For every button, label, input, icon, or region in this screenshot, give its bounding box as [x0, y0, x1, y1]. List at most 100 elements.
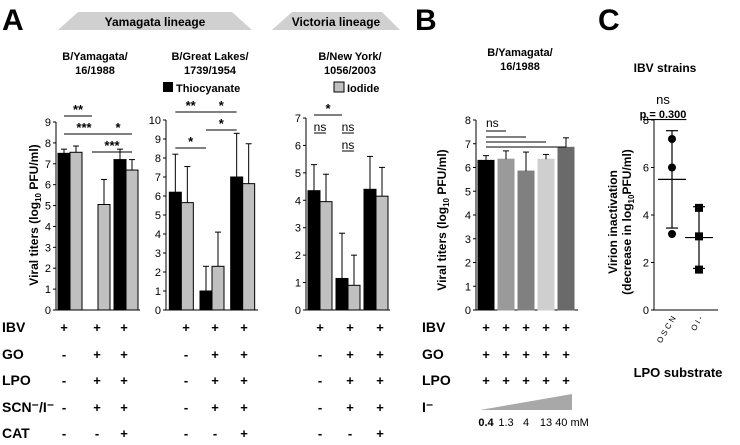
panel-b-y-tick-label: 2: [465, 258, 471, 270]
panel-b-condition-symbol: +: [482, 373, 490, 388]
great-lakes-y-tick-label: 0: [155, 305, 161, 317]
panel-a-row-label: GO: [2, 346, 24, 362]
panel-b-y-axis-label: Viral titers (log10 PFU/ml): [435, 149, 451, 290]
panel-a-condition-symbol: -: [62, 347, 66, 362]
panel-b-y-tick-label: 4: [465, 210, 471, 222]
great-lakes-y-tick-label: 10: [149, 115, 161, 127]
panel-b-row-label: I⁻: [422, 399, 433, 415]
strain-title-2-line1: B/Great Lakes/: [171, 51, 248, 63]
panel-a-condition-symbol: +: [60, 320, 68, 335]
panel-b-condition-symbol: +: [562, 347, 570, 362]
panel-a-condition-symbol: -: [348, 426, 352, 440]
yamagata-y-tick-label: 6: [45, 180, 51, 192]
panel-b-concentration-label: 40 mM: [555, 417, 589, 429]
panel-b-y-tick-label: 6: [465, 163, 471, 175]
panel-letter-a: A: [2, 4, 24, 37]
panel-a-condition-symbol: +: [120, 320, 128, 335]
yamagata-y-tick-label: 8: [45, 138, 51, 150]
panel-c-x-tick-label: O I -: [689, 314, 705, 332]
panel-b-ns-label: ns: [486, 116, 499, 130]
panel-c-p-value: p = 0.300: [640, 109, 687, 121]
new-york-bar-thiocyanate: [307, 190, 321, 311]
panel-b-condition-symbol: +: [482, 347, 490, 362]
panel-a-row-label: LPO: [2, 372, 31, 388]
panel-a-condition-symbol: -: [95, 426, 99, 440]
panel-a-row-label: SCN⁻/I⁻: [2, 399, 54, 415]
great-lakes-bar-iodide: [180, 202, 194, 311]
panel-b-title-line1: B/Yamagata/: [487, 47, 552, 59]
panel-c-x-axis-label: LPO substrate: [634, 365, 723, 380]
great-lakes-y-tick-label: 7: [155, 172, 161, 184]
panel-b-condition-symbol: +: [502, 347, 510, 362]
yamagata-y-tick-label: 9: [45, 117, 51, 129]
panel-b-condition-symbol: +: [562, 373, 570, 388]
yamagata-significance-label: ***: [76, 120, 92, 135]
panel-a-condition-symbol: -: [62, 400, 66, 415]
panel-c-y-axis-label-line2: (decrease in log10PFU/ml): [620, 149, 636, 295]
new-york-significance-label: ns: [342, 120, 355, 134]
panel-a-condition-symbol: +: [93, 373, 101, 388]
iodide-gradient-wedge: [480, 394, 572, 410]
panel-a-condition-symbol: +: [346, 400, 354, 415]
panel-b-condition-symbol: +: [522, 347, 530, 362]
victoria-lineage-banner: [272, 12, 400, 30]
panel-b-bar: [557, 146, 575, 311]
great-lakes-y-tick-label: 8: [155, 153, 161, 165]
panel-a-condition-symbol: +: [120, 347, 128, 362]
panel-a-condition-symbol: +: [376, 426, 384, 440]
new-york-significance-label: ns: [314, 120, 327, 134]
panel-a-condition-symbol: +: [120, 373, 128, 388]
panel-b-bar: [497, 158, 515, 311]
panel-a-condition-symbol: +: [211, 347, 219, 362]
yamagata-bar-thiocyanate: [113, 159, 127, 311]
new-york-bar-iodide: [347, 284, 361, 311]
legend-thiocyanate-swatch: [163, 82, 173, 92]
new-york-y-tick-label: 4: [295, 195, 301, 207]
yamagata-y-tick-label: 0: [45, 305, 51, 317]
new-york-bar-iodide: [375, 195, 389, 311]
great-lakes-bar-thiocyanate: [199, 290, 213, 311]
panel-b-y-tick-label: 8: [465, 115, 471, 127]
panel-b-condition-symbol: +: [542, 347, 550, 362]
new-york-bar-thiocyanate: [363, 188, 377, 311]
yamagata-significance-label: *: [115, 120, 121, 135]
panel-a-condition-symbol: -: [62, 426, 66, 440]
strain-title-3-line1: B/New York/: [318, 51, 381, 63]
great-lakes-bar-thiocyanate: [230, 176, 244, 311]
panel-a-condition-symbol: +: [182, 320, 190, 335]
panel-c-y-tick-label: 4: [643, 210, 649, 222]
panel-b-row-label: LPO: [422, 372, 451, 388]
new-york-bar-iodide: [319, 201, 333, 311]
yamagata-bar-iodide: [97, 204, 111, 311]
new-york-y-tick-label: 1: [295, 278, 301, 290]
panel-a-condition-symbol: +: [211, 400, 219, 415]
panel-a-condition-symbol: +: [93, 347, 101, 362]
panel-a-condition-symbol: +: [346, 373, 354, 388]
yamagata-y-tick-label: 1: [45, 284, 51, 296]
panel-b-condition-symbol: +: [542, 373, 550, 388]
panel-b-condition-table: IBV + + + + + GO + + + + + LPO + + + + + I⁻ 0.4 1.3 4 13 40 mM: [422, 319, 589, 429]
yamagata-y-tick-label: 2: [45, 263, 51, 275]
panel-a-condition-symbol: +: [120, 426, 128, 440]
panel-a-condition-symbol: +: [240, 320, 248, 335]
panel-c-x-tick-label: O S C N: [655, 314, 678, 344]
panel-a-condition-symbol: +: [346, 320, 354, 335]
great-lakes-y-tick-label: 2: [155, 267, 161, 279]
panel-b-concentration-label: 13: [540, 417, 552, 429]
panel-a-condition-symbol: +: [120, 400, 128, 415]
panel-c-y-tick-label: 6: [643, 163, 649, 175]
great-lakes-y-tick-label: 4: [155, 229, 161, 241]
legend-iodide-label: Iodide: [347, 83, 379, 95]
panel-a-condition-symbol: +: [376, 373, 384, 388]
panel-b-condition-symbol: +: [522, 320, 530, 335]
yamagata-lineage-label: Yamagata lineage: [105, 15, 206, 29]
panel-a-condition-symbol: +: [211, 320, 219, 335]
panel-b-y-tick-label: 1: [465, 281, 471, 293]
chart-new-york: 0 1 2 3 4 5 6 7 * ns ns ns: [295, 101, 390, 317]
panel-b-condition-symbol: +: [502, 320, 510, 335]
panel-b-y-tick-label: 5: [465, 186, 471, 198]
panel-a-condition-symbol: -: [318, 347, 322, 362]
